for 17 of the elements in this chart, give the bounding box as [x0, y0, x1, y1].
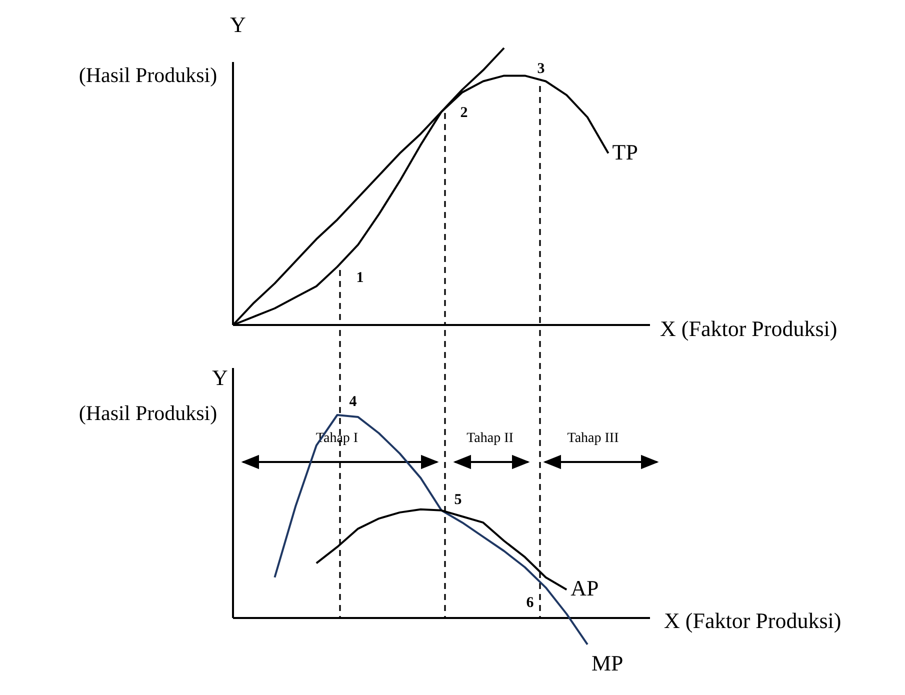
annotation: 1: [356, 270, 364, 286]
annotation: Tahap II: [466, 431, 514, 446]
series-label: TP: [612, 139, 638, 164]
annotation: 6: [526, 595, 534, 611]
x-axis-title: X (Faktor Produksi): [664, 608, 842, 633]
text: (Hasil Produksi): [78, 63, 218, 87]
annotation: 2: [460, 105, 468, 121]
series-label: MP: [591, 650, 624, 676]
y-axis-title: Y: [212, 365, 228, 390]
annotation: 3: [537, 61, 545, 77]
text: (Hasil Produksi): [78, 401, 218, 425]
series-label: AP: [570, 576, 599, 601]
x-axis-title: X (Faktor Produksi): [660, 316, 838, 341]
y-axis-title: Y: [230, 12, 246, 37]
annotation: Tahap III: [567, 431, 620, 446]
annotation: 5: [454, 492, 462, 508]
text: 4: [349, 394, 358, 410]
